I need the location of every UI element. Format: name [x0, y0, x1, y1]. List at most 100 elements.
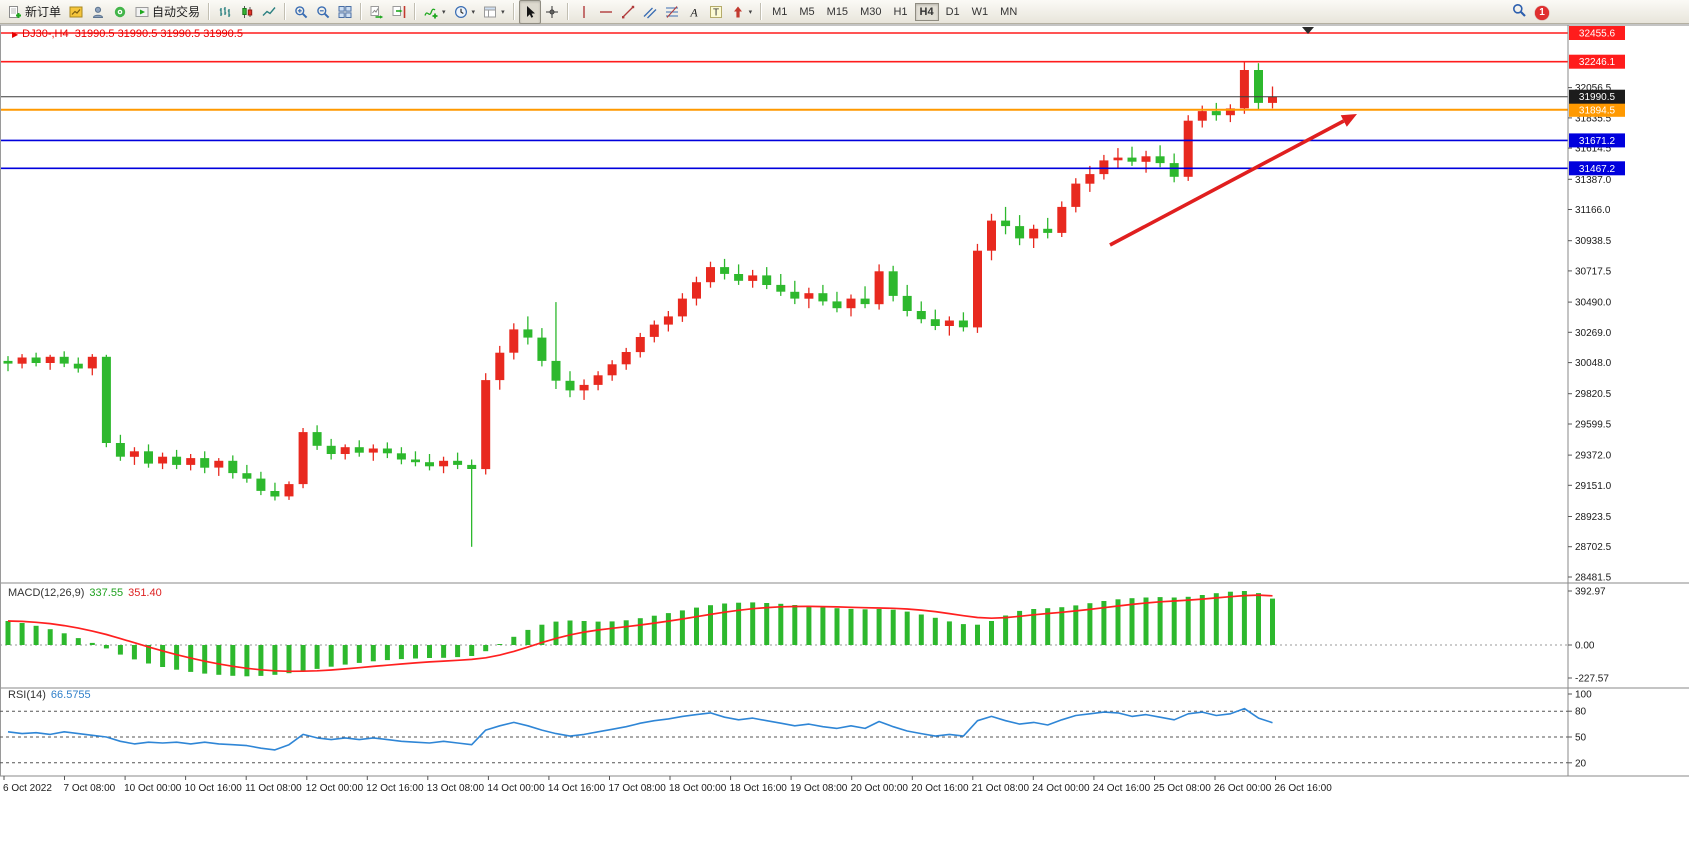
candle-body	[1043, 228, 1053, 233]
channel-button[interactable]	[639, 0, 661, 24]
candle-body	[677, 298, 687, 317]
price-scale[interactable]: 32056.5 31835.5 31614.5 31387.0 31166.0 30938…	[1568, 83, 1612, 584]
candle-body	[1225, 108, 1235, 116]
time-axis[interactable]	[0, 776, 1689, 800]
auto-scroll-button[interactable]	[366, 0, 388, 24]
candle-body	[186, 458, 196, 465]
candle-body	[832, 301, 842, 309]
toolbar-separator	[512, 3, 515, 20]
cursor-button[interactable]	[518, 0, 541, 24]
zoom-out-button[interactable]	[312, 0, 334, 24]
price-tick-label: 28923.5	[1575, 512, 1612, 523]
price-tag-current: 31990.5	[1569, 89, 1625, 104]
price-tick-label: 30269.0	[1575, 328, 1612, 339]
candlestick-series	[3, 61, 1277, 547]
dropdown-caret-icon: ▾	[748, 8, 753, 16]
candle-body	[17, 357, 27, 364]
price-axis[interactable]	[1569, 25, 1689, 776]
candle-body	[1268, 96, 1277, 103]
autotrading-button[interactable]: 自动交易	[131, 0, 204, 24]
periods-button[interactable]: ▾	[450, 0, 480, 24]
timeframe-m30-button[interactable]: M30	[860, 5, 882, 18]
vertical-line-button[interactable]	[573, 0, 595, 24]
time-tick-label: 17 Oct 08:00	[609, 783, 667, 794]
candle-body	[523, 329, 533, 338]
new-order-button[interactable]: 新订单	[4, 0, 65, 24]
timeframe-m15-button[interactable]: M15	[826, 5, 849, 18]
svg-text:32246.1: 32246.1	[1579, 57, 1616, 68]
trend-arrow-annotation[interactable]	[1109, 114, 1357, 247]
toolbar-separator	[760, 3, 763, 20]
time-tick-label: 10 Oct 16:00	[185, 783, 243, 794]
candle-body	[607, 364, 617, 376]
toolbar-right: 1	[1512, 3, 1549, 22]
bars-icon	[219, 6, 231, 17]
time-tick-label: 11 Oct 08:00	[245, 783, 302, 794]
candle-body	[958, 320, 968, 328]
text-button[interactable]: A	[683, 0, 705, 24]
timeframe-h1-button[interactable]: H1	[893, 5, 908, 18]
svg-text:T: T	[713, 7, 719, 18]
price-tick-label: 29372.0	[1575, 451, 1612, 462]
zoom-in-button[interactable]	[290, 0, 312, 24]
label-button[interactable]: T	[705, 0, 727, 24]
candle-body	[326, 445, 336, 454]
timeframe-w1-button[interactable]: W1	[971, 5, 989, 18]
zoom-out-icon	[317, 5, 330, 18]
chart-shift-marker[interactable]	[1302, 27, 1314, 34]
cursor-icon	[526, 5, 535, 18]
line-chart-button[interactable]	[258, 0, 280, 24]
bar-chart-button[interactable]	[214, 0, 236, 24]
timeframe-h4-button[interactable]: H4	[914, 2, 939, 21]
candle-body	[1211, 111, 1221, 116]
toolbar: 新订单 自动交易 ▾ ▾ ▾ A T ▾ M1 M5 M15 M30 H1 H4 D1 W1 MN 1	[0, 0, 1689, 24]
price-tick-label: 29820.5	[1575, 389, 1612, 400]
chart-background[interactable]	[0, 25, 1689, 776]
candle-body	[3, 360, 13, 364]
candle-body	[1001, 220, 1011, 227]
chart-shift-button[interactable]	[388, 0, 410, 24]
time-tick-label: 19 Oct 08:00	[790, 783, 848, 794]
templates-button[interactable]: ▾	[479, 0, 509, 24]
alerts-button[interactable]	[109, 0, 131, 24]
price-tick-label: 30490.0	[1575, 298, 1612, 309]
time-scale[interactable]: 6 Oct 2022 7 Oct 08:00 10 Oct 00:00 10 Oct …	[3, 776, 1332, 794]
timeframe-m5-button[interactable]: M5	[799, 5, 815, 18]
crosshair-button[interactable]	[541, 0, 563, 24]
search-icon	[1513, 4, 1526, 17]
fibonacci-button[interactable]	[661, 0, 683, 24]
profiles-button[interactable]	[87, 0, 109, 24]
time-tick-label: 20 Oct 16:00	[911, 783, 969, 794]
notification-badge[interactable]: 1	[1535, 5, 1549, 20]
tile-windows-button[interactable]	[334, 0, 356, 24]
indicators-button[interactable]: ▾	[420, 0, 450, 24]
candlestick-chart-button[interactable]	[236, 0, 258, 24]
autoscroll-icon	[370, 5, 384, 19]
timeframe-mn-button[interactable]: MN	[1000, 5, 1018, 18]
candle-body	[200, 458, 210, 468]
macd-axis-label: 0.00	[1575, 641, 1595, 652]
candle-body	[1099, 160, 1109, 175]
candle-body	[621, 352, 631, 365]
rsi-axis-label: 80	[1575, 707, 1587, 718]
timeframe-m1-button[interactable]: M1	[772, 5, 788, 18]
timeframe-d1-button[interactable]: D1	[945, 5, 960, 18]
horizontal-line-button[interactable]	[595, 0, 617, 24]
time-tick-label: 18 Oct 16:00	[730, 783, 788, 794]
fibo-icon	[665, 5, 678, 18]
candle-body	[692, 282, 701, 299]
trendline-button[interactable]	[617, 0, 639, 24]
search-icon[interactable]	[1512, 3, 1526, 22]
candle-body	[579, 384, 589, 391]
hline-icon	[599, 10, 612, 13]
candle-body	[495, 352, 505, 381]
arrowmark-icon	[733, 6, 742, 17]
svg-text:31894.5: 31894.5	[1579, 105, 1616, 116]
clock-icon	[454, 5, 467, 18]
zoom-in-icon	[295, 5, 308, 18]
candle-body	[790, 291, 800, 299]
rsi-line	[7, 707, 1273, 751]
arrows-button[interactable]: ▾	[727, 0, 757, 24]
charts-button[interactable]	[65, 0, 87, 24]
toolbar-separator	[208, 3, 211, 20]
